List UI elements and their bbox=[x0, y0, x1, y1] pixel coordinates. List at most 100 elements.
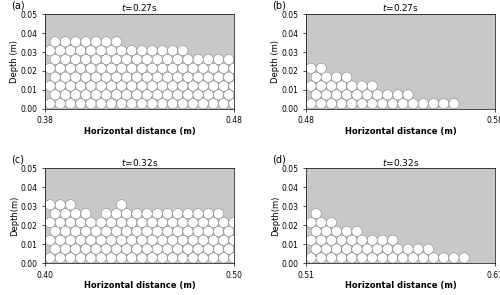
Circle shape bbox=[172, 244, 183, 254]
Circle shape bbox=[229, 81, 239, 91]
Circle shape bbox=[316, 99, 326, 109]
Circle shape bbox=[332, 72, 342, 82]
Circle shape bbox=[316, 81, 326, 91]
Circle shape bbox=[50, 226, 60, 237]
Circle shape bbox=[76, 63, 86, 73]
Circle shape bbox=[214, 244, 224, 254]
Circle shape bbox=[106, 253, 117, 263]
Circle shape bbox=[321, 90, 332, 100]
Circle shape bbox=[214, 54, 224, 65]
Circle shape bbox=[91, 72, 101, 82]
Circle shape bbox=[66, 217, 76, 228]
Circle shape bbox=[162, 226, 172, 237]
Circle shape bbox=[45, 45, 55, 56]
Circle shape bbox=[147, 45, 158, 56]
Circle shape bbox=[152, 90, 162, 100]
Circle shape bbox=[80, 226, 91, 237]
Circle shape bbox=[188, 81, 198, 91]
Circle shape bbox=[336, 81, 347, 91]
Circle shape bbox=[137, 63, 147, 73]
Circle shape bbox=[336, 235, 347, 245]
Circle shape bbox=[204, 72, 214, 82]
Circle shape bbox=[362, 90, 372, 100]
Circle shape bbox=[76, 45, 86, 56]
Circle shape bbox=[112, 226, 122, 237]
Circle shape bbox=[224, 90, 234, 100]
Circle shape bbox=[367, 99, 378, 109]
Circle shape bbox=[316, 235, 326, 245]
Circle shape bbox=[326, 235, 336, 245]
Circle shape bbox=[208, 99, 218, 109]
Circle shape bbox=[91, 37, 101, 47]
Circle shape bbox=[86, 63, 96, 73]
Circle shape bbox=[147, 63, 158, 73]
Circle shape bbox=[116, 200, 126, 210]
Y-axis label: Depth (m): Depth (m) bbox=[10, 40, 19, 83]
Circle shape bbox=[188, 217, 198, 228]
Circle shape bbox=[45, 63, 55, 73]
Circle shape bbox=[158, 217, 168, 228]
Circle shape bbox=[332, 244, 342, 254]
Circle shape bbox=[142, 209, 152, 219]
Y-axis label: Depth(m): Depth(m) bbox=[10, 196, 19, 236]
Circle shape bbox=[168, 235, 177, 245]
Circle shape bbox=[326, 217, 336, 228]
Circle shape bbox=[357, 235, 367, 245]
Circle shape bbox=[178, 63, 188, 73]
Circle shape bbox=[116, 235, 126, 245]
Circle shape bbox=[132, 226, 142, 237]
Circle shape bbox=[214, 72, 224, 82]
Circle shape bbox=[306, 81, 316, 91]
Circle shape bbox=[137, 81, 147, 91]
Circle shape bbox=[357, 99, 367, 109]
Circle shape bbox=[96, 235, 106, 245]
Circle shape bbox=[388, 253, 398, 263]
Circle shape bbox=[183, 209, 193, 219]
Circle shape bbox=[311, 209, 321, 219]
Circle shape bbox=[204, 209, 214, 219]
Circle shape bbox=[178, 253, 188, 263]
Circle shape bbox=[70, 226, 81, 237]
Circle shape bbox=[193, 72, 203, 82]
Circle shape bbox=[306, 235, 316, 245]
Circle shape bbox=[80, 37, 91, 47]
Circle shape bbox=[321, 226, 332, 237]
Circle shape bbox=[188, 63, 198, 73]
Circle shape bbox=[347, 253, 357, 263]
Circle shape bbox=[80, 209, 91, 219]
Circle shape bbox=[106, 81, 117, 91]
Circle shape bbox=[332, 226, 342, 237]
X-axis label: Horizontal distance (m): Horizontal distance (m) bbox=[344, 281, 457, 290]
Circle shape bbox=[188, 99, 198, 109]
Text: (a): (a) bbox=[11, 1, 24, 11]
Circle shape bbox=[403, 244, 413, 254]
Circle shape bbox=[126, 217, 137, 228]
Circle shape bbox=[55, 81, 66, 91]
Circle shape bbox=[382, 244, 392, 254]
Circle shape bbox=[342, 72, 352, 82]
Circle shape bbox=[116, 99, 126, 109]
Circle shape bbox=[428, 99, 438, 109]
Circle shape bbox=[229, 217, 239, 228]
Circle shape bbox=[152, 54, 162, 65]
Circle shape bbox=[208, 63, 218, 73]
Circle shape bbox=[86, 235, 96, 245]
Circle shape bbox=[347, 81, 357, 91]
Circle shape bbox=[86, 99, 96, 109]
Circle shape bbox=[362, 244, 372, 254]
Circle shape bbox=[60, 54, 70, 65]
Circle shape bbox=[158, 253, 168, 263]
Circle shape bbox=[172, 72, 183, 82]
Circle shape bbox=[80, 54, 91, 65]
Circle shape bbox=[50, 90, 60, 100]
Circle shape bbox=[55, 45, 66, 56]
Circle shape bbox=[147, 253, 158, 263]
Circle shape bbox=[80, 90, 91, 100]
Circle shape bbox=[132, 90, 142, 100]
Circle shape bbox=[101, 226, 112, 237]
X-axis label: Horizontal distance (m): Horizontal distance (m) bbox=[84, 127, 196, 136]
Circle shape bbox=[306, 253, 316, 263]
Circle shape bbox=[214, 209, 224, 219]
Circle shape bbox=[60, 209, 70, 219]
Circle shape bbox=[101, 90, 112, 100]
